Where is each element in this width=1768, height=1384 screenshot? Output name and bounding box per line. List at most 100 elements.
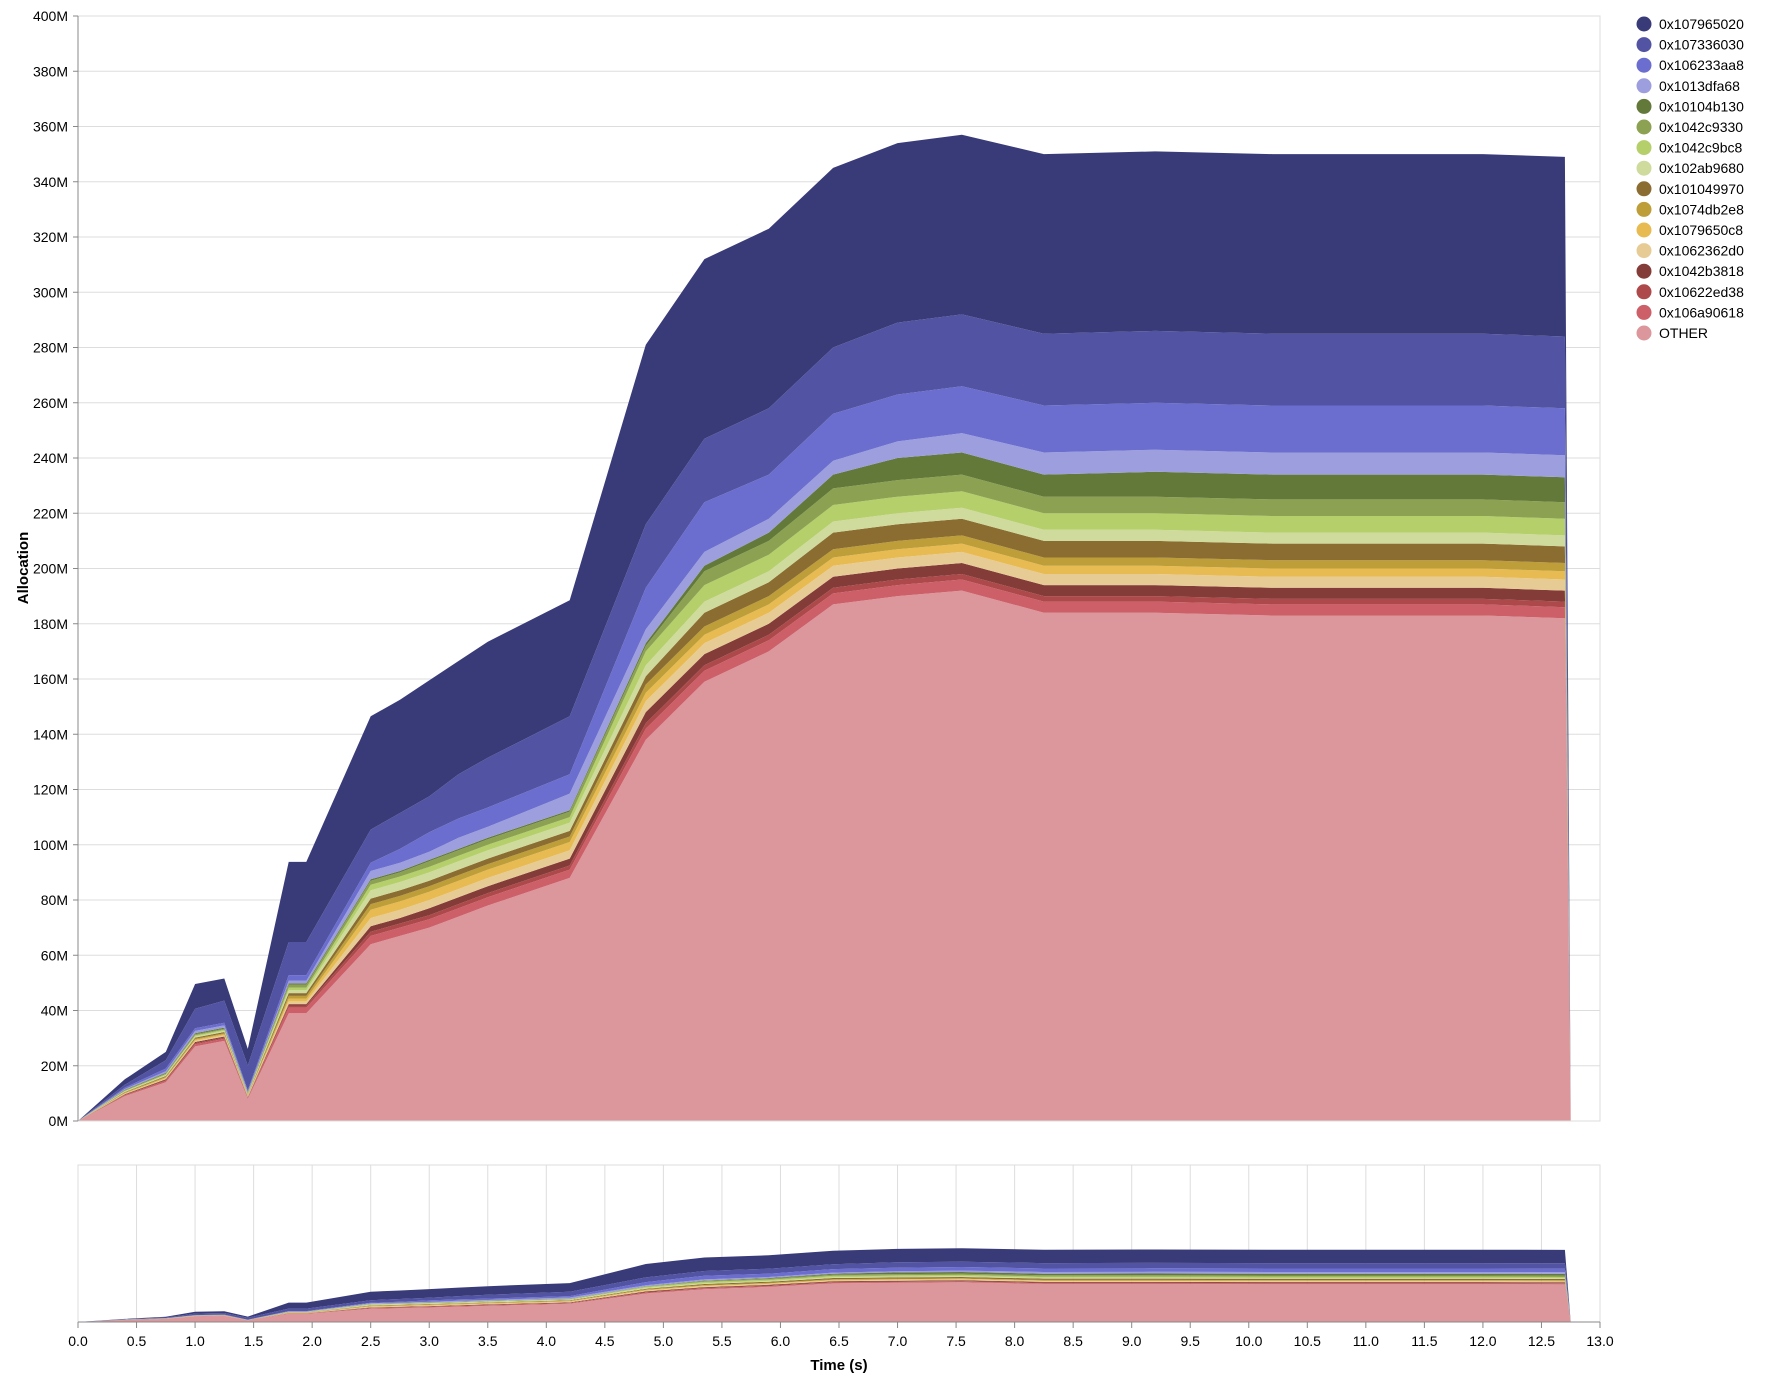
- legend-item[interactable]: 0x1062362d0: [1636, 243, 1745, 259]
- x-tick-label: 10.0: [1235, 1333, 1262, 1349]
- x-axis-ticks[interactable]: 0.0 0.5 1.0 1.5 2.0 2.5 3.0 3.5 4.0 4.5 5.0 5.5 6.0 6…: [68, 1322, 1614, 1349]
- y-tick-label: 0M: [49, 1113, 68, 1129]
- x-tick-label: 3.5: [478, 1333, 498, 1349]
- legend-item[interactable]: 0x106233aa8: [1636, 57, 1745, 73]
- y-tick-label: 60M: [41, 947, 68, 963]
- legend-item[interactable]: 0x1013dfa68: [1636, 78, 1741, 94]
- x-tick-label: 8.5: [1063, 1333, 1083, 1349]
- legend-label: 0x101049970: [1659, 181, 1744, 197]
- x-tick-label: 11.5: [1411, 1333, 1437, 1349]
- legend-item[interactable]: OTHER: [1636, 325, 1709, 341]
- legend-swatch: [1636, 284, 1652, 300]
- y-tick-label: 280M: [33, 340, 68, 356]
- legend-item[interactable]: 0x107336030: [1636, 37, 1745, 53]
- legend-item[interactable]: 0x106a90618: [1636, 304, 1745, 320]
- y-tick-label: 20M: [41, 1058, 68, 1074]
- legend-label: 0x1042c9330: [1659, 119, 1743, 135]
- overview-area-0x107336030: [78, 1261, 1571, 1322]
- y-tick-label: 120M: [33, 782, 68, 798]
- y-tick-label: 320M: [33, 229, 68, 245]
- x-tick-label: 4.0: [537, 1333, 557, 1349]
- x-tick-label: 13.0: [1586, 1333, 1613, 1349]
- y-tick-label: 80M: [41, 892, 68, 908]
- legend-item[interactable]: 0x1079650c8: [1636, 222, 1744, 238]
- legend-swatch: [1636, 160, 1652, 176]
- legend-item[interactable]: 0x102ab9680: [1636, 160, 1745, 176]
- legend-swatch: [1636, 325, 1652, 341]
- overview-area-OTHER: [78, 1282, 1571, 1322]
- legend-swatch: [1636, 140, 1652, 156]
- legend-swatch: [1636, 243, 1652, 259]
- y-tick-label: 300M: [33, 284, 68, 300]
- legend-label: 0x1079650c8: [1659, 222, 1743, 238]
- x-tick-label: 1.5: [244, 1333, 264, 1349]
- x-tick-label: 12.0: [1469, 1333, 1496, 1349]
- legend-label: 0x1013dfa68: [1659, 78, 1740, 94]
- legend-label: 0x107965020: [1659, 16, 1744, 32]
- legend-label: OTHER: [1659, 325, 1708, 341]
- legend-item[interactable]: 0x101049970: [1636, 181, 1745, 197]
- y-tick-label: 40M: [41, 1003, 68, 1019]
- x-tick-label: 6.5: [829, 1333, 849, 1349]
- x-tick-label: 11.0: [1353, 1333, 1379, 1349]
- legend-item[interactable]: 0x10104b130: [1636, 98, 1745, 114]
- legend-label: 0x10104b130: [1659, 98, 1744, 114]
- x-tick-label: 5.0: [654, 1333, 674, 1349]
- y-tick-label: 260M: [33, 395, 68, 411]
- x-tick-label: 0.5: [127, 1333, 147, 1349]
- y-tick-label: 100M: [33, 837, 68, 853]
- legend-swatch: [1636, 78, 1652, 94]
- x-axis-label: Time (s): [810, 1357, 867, 1374]
- overview-chart-areas: [78, 1248, 1571, 1322]
- x-tick-label: 7.0: [888, 1333, 908, 1349]
- x-tick-label: 9.0: [1122, 1333, 1142, 1349]
- legend-label: 0x1042c9bc8: [1659, 140, 1743, 156]
- y-tick-label: 180M: [33, 616, 68, 632]
- x-tick-label: 2.0: [302, 1333, 322, 1349]
- legend-swatch: [1636, 181, 1652, 197]
- legend-swatch: [1636, 119, 1652, 135]
- overview-area-0x107965020: [78, 1248, 1571, 1322]
- legend-item[interactable]: 0x1042c9330: [1636, 119, 1744, 135]
- legend-label: 0x106a90618: [1659, 304, 1744, 320]
- y-tick-label: 240M: [33, 450, 68, 466]
- y-tick-label: 140M: [33, 726, 68, 742]
- y-tick-label: 380M: [33, 63, 68, 79]
- main-area-0x107965020: [78, 134, 1571, 1122]
- y-tick-label: 160M: [33, 671, 68, 687]
- y-tick-label: 400M: [33, 8, 68, 24]
- legend[interactable]: 0x107965020 0x107336030 0x106233aa8 0x1013d…: [1636, 16, 1745, 341]
- x-tick-label: 7.5: [946, 1333, 966, 1349]
- y-tick-label: 220M: [33, 505, 68, 521]
- main-area-0x107336030: [78, 314, 1571, 1121]
- legend-label: 0x1042b3818: [1659, 263, 1744, 279]
- main-chart-areas: [78, 134, 1571, 1122]
- legend-label: 0x1074db2e8: [1659, 201, 1744, 217]
- y-axis-label: Allocation: [15, 532, 32, 605]
- x-tick-label: 3.0: [419, 1333, 439, 1349]
- x-tick-label: 6.0: [771, 1333, 791, 1349]
- legend-label: 0x107336030: [1659, 37, 1744, 53]
- x-tick-label: 1.0: [185, 1333, 205, 1349]
- x-tick-label: 8.0: [1005, 1333, 1025, 1349]
- y-tick-label: 340M: [33, 174, 68, 190]
- legend-swatch: [1636, 201, 1652, 217]
- legend-item[interactable]: 0x1074db2e8: [1636, 201, 1745, 217]
- legend-label: 0x106233aa8: [1659, 57, 1744, 73]
- y-axis-ticks: 0M 20M 40M 60M 80M 100M 120M 140M 160M 180M 200M 22…: [33, 8, 78, 1129]
- x-tick-label: 2.5: [361, 1333, 381, 1349]
- x-tick-label: 0.0: [68, 1333, 88, 1349]
- legend-swatch: [1636, 57, 1652, 73]
- y-tick-label: 360M: [33, 119, 68, 135]
- legend-swatch: [1636, 37, 1652, 53]
- legend-item[interactable]: 0x1042c9bc8: [1636, 140, 1743, 156]
- y-tick-label: 200M: [33, 561, 68, 577]
- legend-swatch: [1636, 16, 1652, 32]
- legend-item[interactable]: 0x107965020: [1636, 16, 1745, 32]
- legend-label: 0x1062362d0: [1659, 243, 1744, 259]
- legend-label: 0x102ab9680: [1659, 160, 1744, 176]
- legend-item[interactable]: 0x10622ed38: [1636, 284, 1745, 300]
- x-tick-label: 10.5: [1294, 1333, 1321, 1349]
- legend-item[interactable]: 0x1042b3818: [1636, 263, 1745, 279]
